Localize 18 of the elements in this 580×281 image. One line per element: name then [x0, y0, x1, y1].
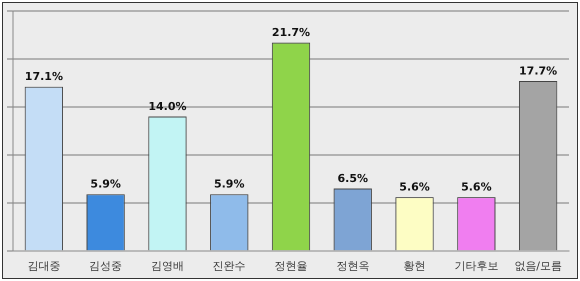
- x-tick-label: 정현율: [274, 259, 308, 272]
- x-tick-label: 김대중: [27, 259, 60, 272]
- data-label: 5.9%: [90, 178, 121, 191]
- data-label: 5.6%: [399, 180, 430, 194]
- x-tick-label: 황현: [404, 259, 426, 272]
- data-label: 5.9%: [214, 178, 244, 191]
- data-label: 5.6%: [461, 180, 492, 194]
- x-tick-label: 김영배: [150, 259, 184, 272]
- data-label: 6.5%: [338, 172, 368, 185]
- x-tick-label: 없음/모름: [514, 259, 562, 272]
- data-label: 14.0%: [148, 100, 187, 113]
- data-label: 17.1%: [24, 70, 63, 84]
- x-tick-label: 김성중: [89, 259, 122, 272]
- x-tick-label: 정현옥: [336, 259, 370, 272]
- data-label: 17.7%: [519, 64, 558, 78]
- x-tick-label: 진완수: [212, 259, 246, 272]
- data-label: 21.7%: [272, 26, 310, 40]
- x-tick-label: 기타후보: [454, 259, 498, 272]
